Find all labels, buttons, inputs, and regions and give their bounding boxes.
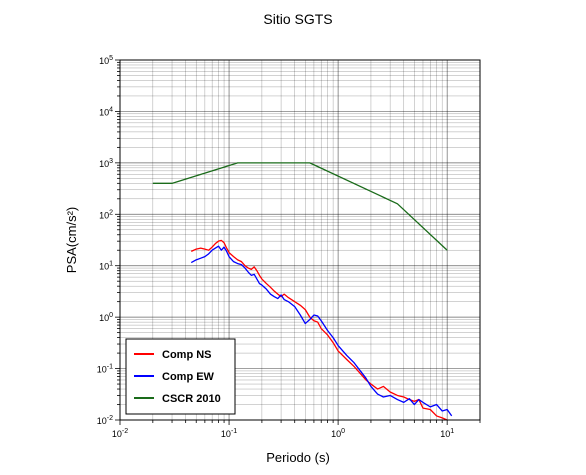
y-axis-label: PSA(cm/s²): [64, 207, 79, 273]
legend-label: Comp NS: [162, 349, 212, 361]
series-line-comp-ew: [190, 245, 453, 417]
legend: Comp NS Comp EW CSCR 2010: [125, 338, 236, 415]
series-layer: [152, 162, 453, 421]
y-tick-label: 100: [99, 312, 113, 323]
y-tick-label: 105: [99, 55, 113, 66]
y-tick-label: 10-1: [97, 364, 113, 375]
x-axis-label: Periodo (s): [266, 450, 330, 465]
y-tick-label: 103: [99, 158, 113, 169]
chart-title: Sitio SGTS: [263, 11, 332, 27]
plot-frame: [119, 59, 481, 421]
x-tick-label: 10-2: [112, 428, 128, 439]
x-tick-label: 10-1: [221, 428, 237, 439]
y-tick-label: 104: [99, 106, 113, 117]
y-tick-label: 102: [99, 209, 113, 220]
legend-label: CSCR 2010: [162, 393, 221, 405]
series-line-comp-ns: [190, 239, 448, 421]
series-line-cscr-2010: [152, 162, 448, 251]
x-tick-label: 100: [331, 428, 345, 439]
legend-label: Comp EW: [162, 371, 215, 383]
y-tick-label: 10-2: [97, 415, 113, 426]
x-tick-label: 101: [440, 428, 454, 439]
y-tick-label: 101: [99, 261, 113, 272]
